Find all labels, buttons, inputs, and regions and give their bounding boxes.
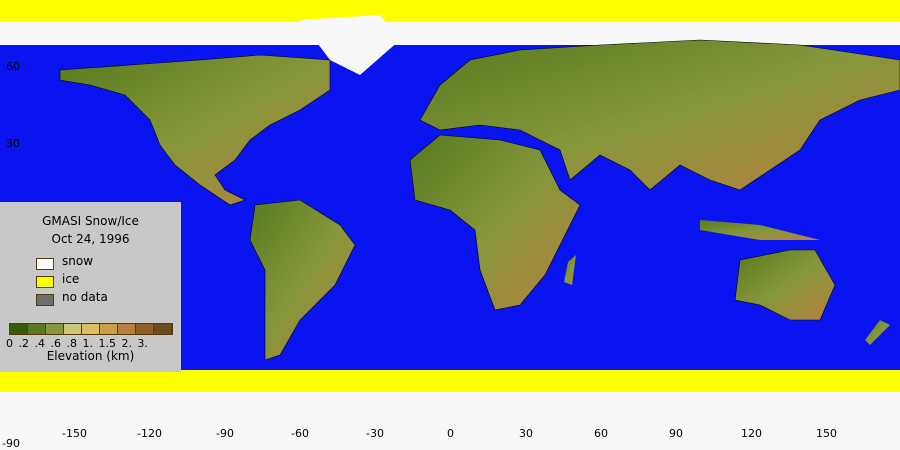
no-data-swatch [36,294,54,306]
legend-date: Oct 24, 1996 [51,232,130,246]
colorbar-swatch [46,324,64,334]
elevation-colorbar [9,323,173,335]
north-america [59,54,331,206]
lon-label: -150 [62,427,87,440]
no-data-label: no data [62,290,108,304]
lon-label: -120 [137,427,162,440]
lon-label: 90 [669,427,683,440]
snow-label: snow [62,254,94,268]
lat-label-30: 30 [6,137,20,150]
colorbar-swatch [10,324,28,334]
madagascar [564,255,576,285]
elevation-ticks: 0 .2 .4 .6 .8 1. 1.5 2. 3. [6,337,148,350]
south-america [249,199,356,361]
legend: GMASI Snow/Ice Oct 24, 1996 snow ice no … [0,202,181,372]
lon-label: 30 [519,427,533,440]
colorbar-swatch [154,324,172,334]
arctic-ice [0,0,900,22]
lon-label: -90 [216,427,234,440]
colorbar-swatch [136,324,154,334]
colorbar-swatch [100,324,118,334]
ice-label: ice [62,272,80,286]
colorbar-swatch [64,324,82,334]
lon-label: 150 [816,427,837,440]
ice-swatch [36,276,54,288]
lon-label: -30 [366,427,384,440]
australia [734,249,836,321]
lon-label: 60 [594,427,608,440]
colorbar-swatch [118,324,136,334]
snow-swatch [36,258,54,270]
lon-label: -60 [291,427,309,440]
colorbar-swatch [28,324,46,334]
lat-label-60: 60 [6,60,20,73]
lat-label-minus90: -90 [2,437,20,450]
lon-label: 120 [741,427,762,440]
colorbar-swatch [82,324,100,334]
africa [409,134,581,311]
eurasia [419,39,900,191]
legend-title: GMASI Snow/Ice [42,214,139,228]
elevation-label: Elevation (km) [46,349,135,363]
antarctic-snow [0,392,900,450]
indonesia [700,220,820,240]
greenland [300,15,400,75]
lon-label: 0 [447,427,454,440]
new-zealand [865,320,890,345]
